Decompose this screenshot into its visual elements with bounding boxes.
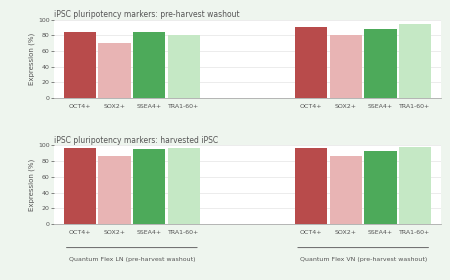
Bar <box>64 148 96 224</box>
Bar <box>295 27 328 98</box>
Text: Quantum Flex VN (pre-harvest washout): Quantum Flex VN (pre-harvest washout) <box>300 257 427 262</box>
Bar <box>330 35 362 98</box>
Bar <box>295 148 328 224</box>
Text: iPSC pluripotency markers: harvested iPSC: iPSC pluripotency markers: harvested iPS… <box>54 136 218 144</box>
Y-axis label: Expression (%): Expression (%) <box>29 158 36 211</box>
Bar <box>330 156 362 224</box>
Bar <box>399 147 431 224</box>
Bar <box>64 32 96 98</box>
Y-axis label: Expression (%): Expression (%) <box>29 33 36 85</box>
Bar <box>133 148 165 224</box>
Text: Quantum Flex LN (pre-harvest washout): Quantum Flex LN (pre-harvest washout) <box>68 257 195 262</box>
Bar <box>133 32 165 98</box>
Bar <box>167 35 200 98</box>
Bar <box>364 29 397 98</box>
Bar <box>399 24 431 98</box>
Bar <box>167 148 200 224</box>
Bar <box>98 156 131 224</box>
Text: iPSC pluripotency markers: pre-harvest washout: iPSC pluripotency markers: pre-harvest w… <box>54 10 239 19</box>
Bar <box>364 151 397 224</box>
Bar <box>98 43 131 98</box>
